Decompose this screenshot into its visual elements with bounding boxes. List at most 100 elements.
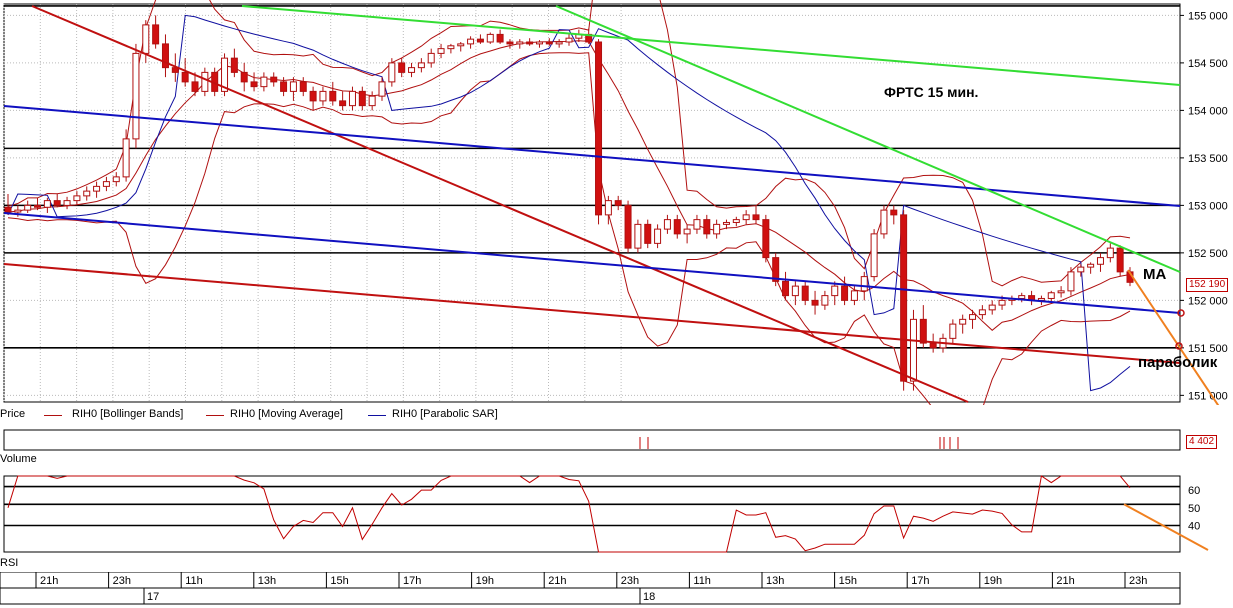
candle-body (919, 318, 927, 344)
legend-ma: RIH0 [Moving Average] (230, 408, 343, 420)
candle-body (122, 138, 130, 178)
time-tick-label: 19h (476, 575, 494, 587)
time-tick-label: 13h (258, 575, 276, 587)
candle-body (1106, 247, 1114, 259)
day-tick-label: 17 (147, 591, 159, 603)
channel-lower-blue (3, 212, 1181, 314)
candle-body (73, 195, 81, 202)
candle-body (102, 181, 110, 187)
candle-body (614, 200, 622, 206)
candle-body (112, 176, 120, 183)
legend-bollinger: RIH0 [Bollinger Bands] (72, 408, 184, 420)
candle-body (900, 214, 908, 382)
rsi-panel[interactable]: 40 50 60 (0, 472, 1233, 556)
price-tick-label: 151 000 (1188, 390, 1228, 402)
candle-body (319, 90, 327, 102)
candle-body (535, 41, 543, 45)
candle-body (358, 90, 366, 107)
candle-body (329, 90, 337, 102)
rsi-tick-label: 50 (1188, 503, 1200, 515)
candle-body (142, 24, 150, 54)
candle-body (604, 200, 612, 216)
volume-frame (3, 429, 1181, 451)
candle-body (240, 71, 248, 83)
candle-body (14, 209, 22, 213)
candle-body (63, 200, 71, 206)
candle-body (949, 323, 957, 339)
candle-body (289, 81, 297, 92)
candle-body (969, 314, 977, 320)
bollinger-lower (7, 52, 1131, 405)
trend-line-green-upper (241, 5, 1181, 86)
time-tick-label: 17h (911, 575, 929, 587)
candle-body (378, 81, 386, 97)
time-tick-label: 11h (693, 575, 711, 587)
volume-panel[interactable]: 4 402 (0, 428, 1233, 452)
candle-body (4, 206, 12, 213)
candle-body (161, 43, 169, 69)
parabolic-sar (7, 14, 1131, 392)
rsi-chart[interactable]: 40 50 60 (0, 472, 1233, 556)
candle-body (132, 52, 140, 140)
candle-body (467, 38, 475, 45)
time-axis: 21h 23h 11h 13h 15h 17h 19h 21h 23h 11h 13h 15h 17h 1… (0, 572, 1233, 608)
volume-chart[interactable] (0, 428, 1233, 452)
candle-body (152, 24, 160, 45)
parabolic-marker (1175, 342, 1183, 350)
candle-body (880, 209, 888, 235)
candle-body (1018, 295, 1026, 299)
time-tick-label: 15h (839, 575, 857, 587)
candle-body (516, 41, 524, 45)
time-tick-label: 21h (1056, 575, 1074, 587)
volume-tag: 4 402 (1186, 435, 1218, 449)
price-tick-label: 152 000 (1188, 295, 1228, 307)
candle-body (447, 45, 455, 50)
time-tick-label: 13h (766, 575, 784, 587)
candle-body (250, 81, 258, 88)
candle-body (595, 41, 603, 216)
candle-body (782, 280, 790, 297)
candle-body (24, 204, 32, 211)
rsi-tick-label: 60 (1188, 485, 1200, 497)
candle-body (801, 285, 809, 301)
candle-body (1067, 271, 1075, 292)
legend-sar-swatch (368, 415, 386, 416)
candle-body (43, 200, 51, 208)
candle-body (703, 219, 711, 235)
candle-body (457, 43, 465, 47)
candle-body (654, 228, 662, 244)
candle-body (299, 81, 307, 92)
candle-body (841, 285, 849, 301)
candle-body (772, 257, 780, 282)
candle-body (890, 209, 898, 216)
rsi-line (7, 475, 1131, 553)
candle-body (1077, 266, 1085, 273)
ma-annotation: MA (1143, 266, 1167, 283)
candle-body (309, 90, 317, 102)
price-panel[interactable]: 151 000 151 500 152 000 152 500 153 000 153 5… (0, 0, 1233, 405)
legend-ma-swatch (206, 415, 224, 416)
rsi-frame (3, 475, 1181, 553)
price-tick-label: 155 000 (1188, 10, 1228, 22)
candle-body (230, 57, 238, 73)
candle-body (476, 38, 484, 43)
candle-body (191, 81, 199, 92)
rsi-tick-label: 40 (1188, 520, 1200, 532)
candle-body (221, 57, 229, 92)
candle-body (762, 219, 770, 259)
candle-body (506, 41, 514, 45)
candle-body (791, 285, 799, 297)
candle-body (909, 318, 917, 382)
candle-body (624, 204, 632, 249)
candle-body (181, 71, 189, 83)
candle-body (34, 204, 42, 208)
candle-body (526, 41, 534, 45)
plot-frame (3, 3, 1181, 403)
candle-body (83, 190, 91, 197)
price-chart[interactable]: 151 000 151 500 152 000 152 500 153 000 153 5… (0, 0, 1233, 405)
price-tick-label: 153 000 (1188, 200, 1228, 212)
candle-body (53, 200, 61, 206)
price-tick-label: 154 500 (1188, 58, 1228, 70)
channel-line-red (3, 263, 1181, 364)
legend-price: Price (0, 408, 26, 420)
